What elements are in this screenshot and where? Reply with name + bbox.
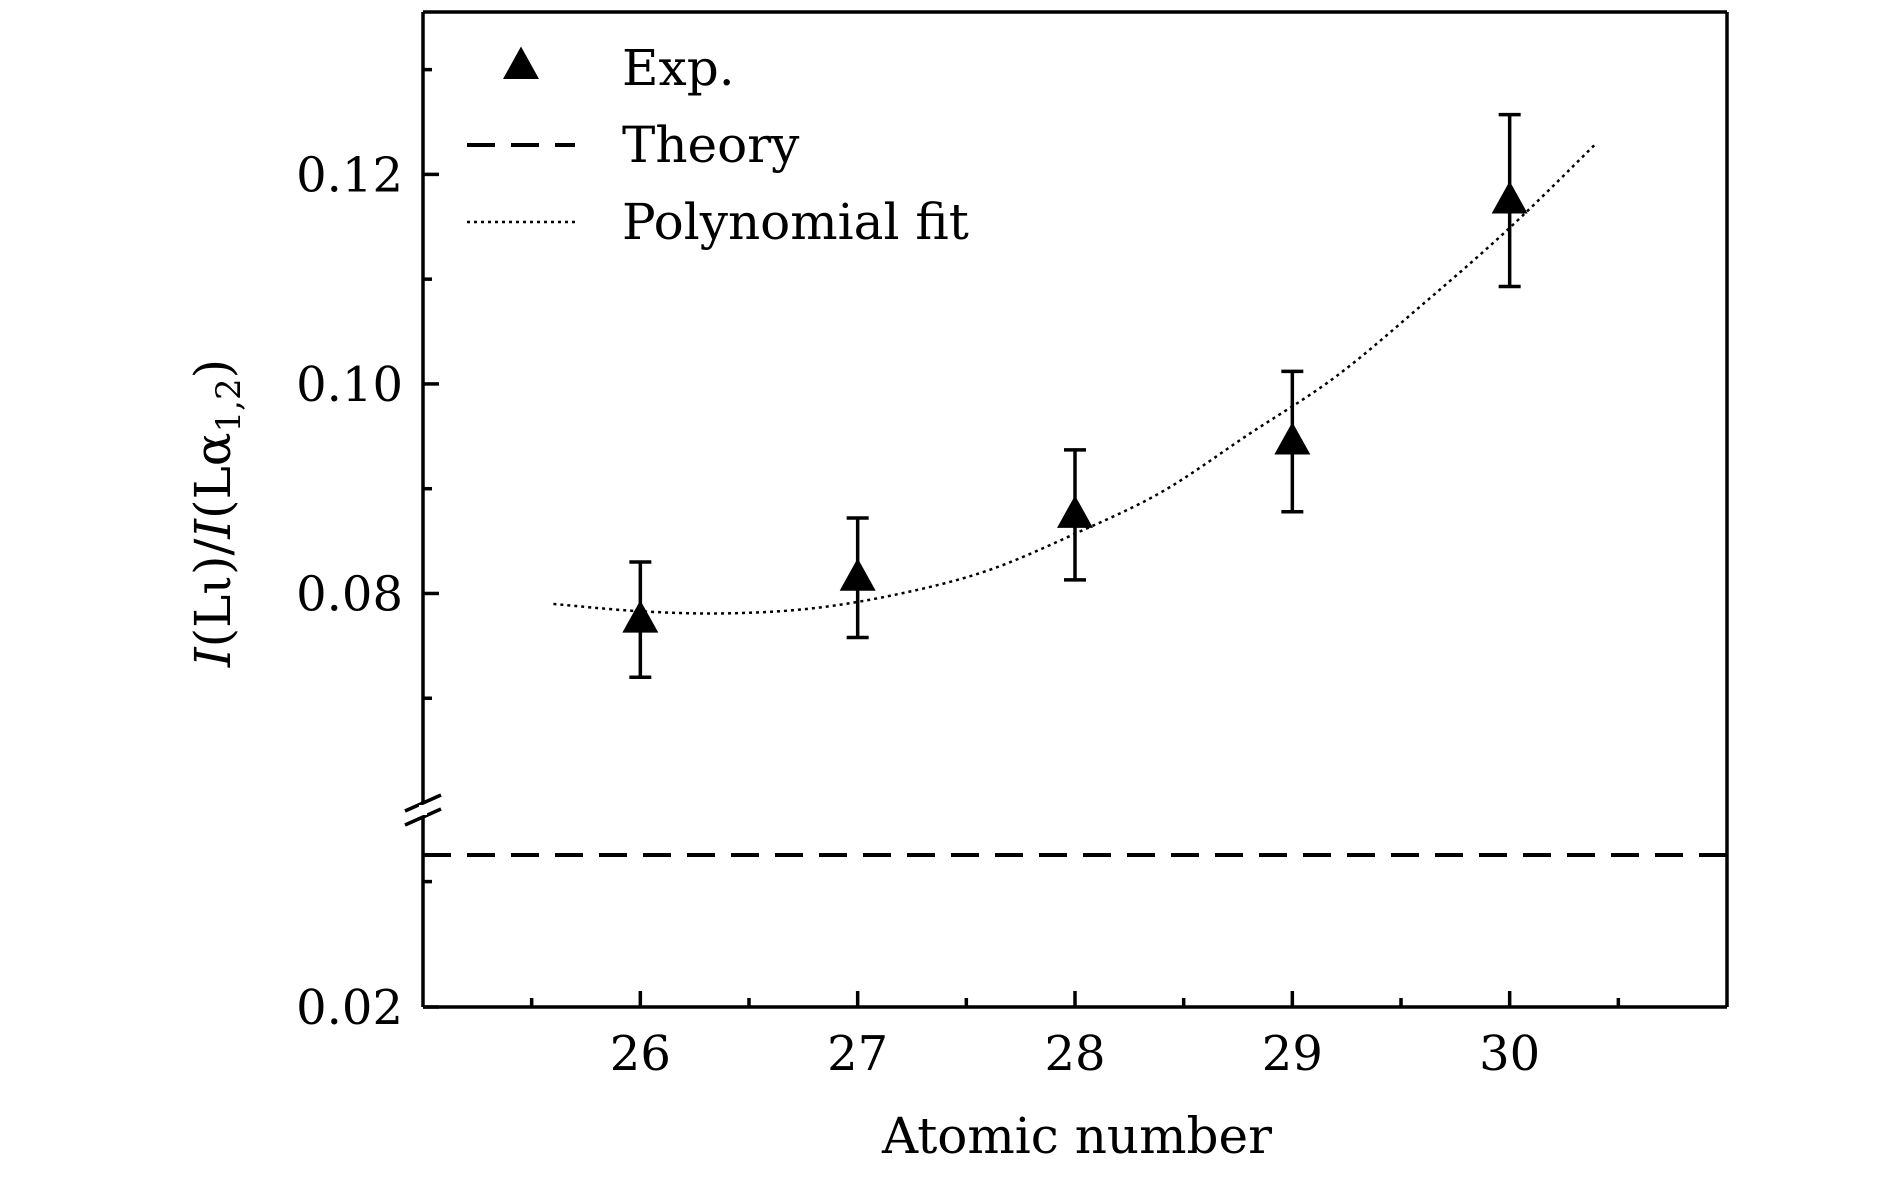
plot-area: 26 27 28 29 30 0.02 0.08 0.10 0.12 [296,10,1729,1082]
y-tick-label: 0.10 [296,357,403,413]
y-tick-label: 0.02 [296,980,403,1036]
x-tick-label: 27 [827,1026,888,1082]
axis-break-gap [419,805,427,815]
y-axis-label-subscript: 1,2 [209,378,249,432]
x-axis-label: Atomic number [881,1107,1272,1165]
x-tick-label: 29 [1262,1026,1323,1082]
data-point-marker [1274,422,1311,455]
legend: Exp. Theory Polynomial fit [467,39,969,251]
data-point-marker [839,558,876,591]
y-axis-label-part-3: ) [184,359,242,379]
data-point-marker [622,600,659,633]
data-point-marker [1057,495,1093,528]
legend-exp-label: Exp. [622,39,735,97]
legend-theory-label: Theory [622,116,800,174]
y-axis-label: I(Lι)/I(Lα1,2) [184,359,249,668]
x-tick-label: 26 [610,1026,671,1082]
axis-break-mark [404,793,442,813]
y-axis-label-part-1: (Lι)/ [184,539,242,648]
data-point-marker [1491,181,1528,214]
y-tick-label: 0.12 [296,147,403,203]
axis-break-mark [404,807,442,827]
y-axis-label-italic-1: I [184,646,242,668]
y-axis-label-part-2: (Lα [184,432,242,518]
legend-fit-label: Polynomial fit [622,193,969,251]
y-axis-label-italic-2: I [184,518,242,540]
y-tick-label: 0.08 [296,566,403,622]
x-tick-label: 28 [1044,1026,1105,1082]
legend-exp-marker [503,46,539,79]
x-tick-label: 30 [1479,1026,1540,1082]
